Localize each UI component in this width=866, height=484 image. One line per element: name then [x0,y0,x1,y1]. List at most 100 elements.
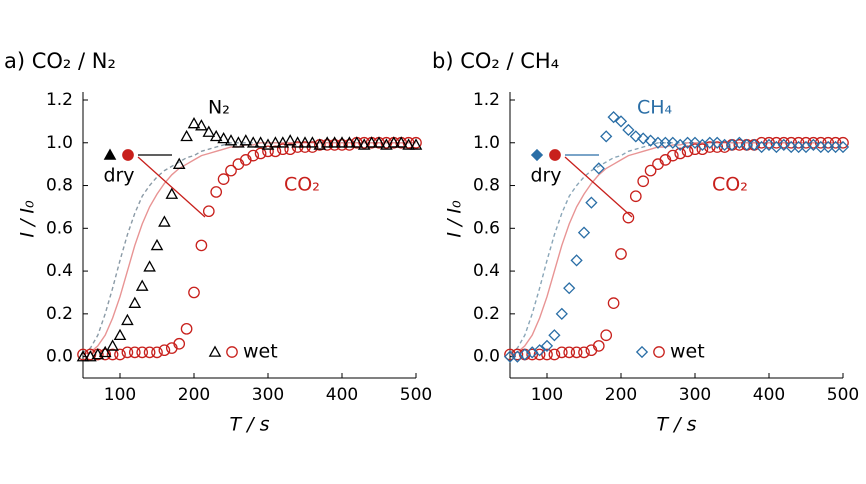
marker-triangle [91,347,105,360]
x-axis-label: T / s [657,414,697,436]
marker-triangle [165,187,179,199]
marker-triangle [357,138,371,150]
marker-circle [674,147,687,160]
x-tick-label: 200 [178,385,210,405]
marker-circle [114,348,126,361]
marker-triangle [106,339,119,351]
marker-diamond [733,136,746,149]
marker-triangle [202,125,216,137]
x-axis-label: T / s [230,414,270,436]
marker-triangle [335,136,349,148]
marker-circle [217,173,230,185]
marker-diamond [570,254,583,267]
marker-circle [600,329,613,342]
marker-triangle [232,136,245,148]
marker-diamond [622,123,635,137]
marker-circle [549,149,561,161]
marker-diamond [585,196,598,209]
marker-circle [733,139,746,151]
marker-triangle [239,134,253,146]
marker-circle [202,205,215,218]
marker-circle [180,322,193,335]
marker-triangle [135,279,149,291]
marker-circle [681,145,694,158]
marker-circle [637,175,650,188]
marker-triangle [328,136,341,148]
marker-circle [696,143,709,156]
marker-circle [122,149,134,161]
marker-diamond [533,344,546,357]
marker-diamond [530,148,544,162]
marker-circle [763,136,775,149]
marker-triangle [195,119,208,131]
marker-diamond [600,130,613,143]
marker-diamond [548,329,561,342]
x-tick-label: 200 [605,385,637,405]
marker-circle [607,297,620,310]
x-tick-label: 100 [104,385,136,405]
marker-diamond [607,110,620,124]
marker-diamond [807,138,820,152]
y-tick-label: 0.0 [473,347,500,367]
marker-circle [195,239,208,252]
marker-diamond [777,138,790,152]
legend-connector [564,156,633,218]
marker-triangle [208,345,222,357]
x-tick-label: 500 [827,385,859,405]
marker-diamond [629,130,642,143]
marker-triangle [283,134,297,146]
marker-circle [151,346,163,359]
x-tick-label: 400 [326,385,358,405]
marker-triangle [76,350,90,362]
marker-circle [541,348,553,361]
marker-triangle [128,296,142,308]
marker-diamond [635,345,649,359]
marker-circle [578,346,590,359]
y-tick-label: 0.2 [473,304,500,324]
gas-label: CO₂ [712,174,748,196]
chart-title: b) CO₂ / CH₄ [432,49,559,73]
marker-circle [188,286,200,299]
marker-circle [563,346,576,359]
legend-label: wet [243,341,278,363]
marker-circle [653,346,665,358]
marker-triangle [143,260,156,272]
marker-triangle [276,136,290,148]
marker-triangle [254,136,267,148]
marker-circle [666,149,679,162]
marker-triangle [372,136,386,148]
marker-diamond [836,140,850,154]
legend-label: wet [670,341,705,363]
marker-circle [225,164,237,177]
marker-circle [570,346,583,359]
marker-circle [343,139,356,151]
x-tick-label: 100 [531,385,563,405]
marker-triangle [291,136,304,148]
marker-diamond [711,136,724,149]
marker-triangle [217,131,230,144]
marker-diamond [563,282,576,295]
marker-circle [592,340,605,352]
marker-circle [173,337,186,350]
marker-diamond [592,162,605,175]
marker-circle [210,186,223,198]
marker-circle [548,348,561,361]
legend-label: dry [103,165,134,187]
y-tick-label: 0.4 [46,261,73,281]
y-tick-label: 1.0 [473,133,500,153]
marker-circle [284,143,297,156]
marker-circle [807,136,820,149]
marker-circle [269,145,282,158]
marker-triangle [209,129,223,142]
marker-diamond [614,115,628,128]
marker-triangle [150,238,164,251]
marker-circle [644,164,657,177]
marker-circle [254,147,267,160]
marker-triangle [320,136,334,148]
marker-circle [143,346,156,359]
y-tick-label: 0.6 [46,218,73,238]
marker-triangle [394,136,408,148]
y-axis-label: I / I₀ [17,200,39,238]
marker-triangle [350,136,364,148]
y-tick-label: 1.0 [46,133,73,153]
